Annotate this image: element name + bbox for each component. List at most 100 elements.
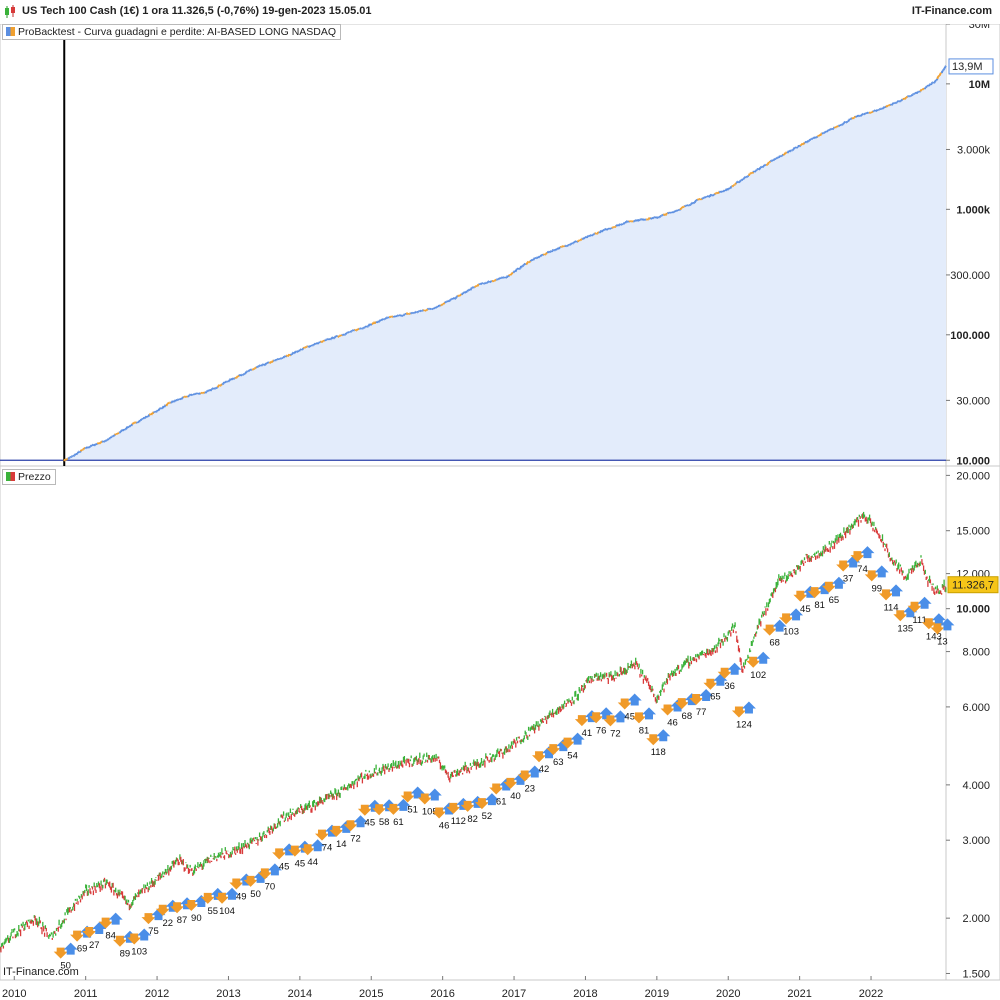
equity-line-segment bbox=[858, 114, 861, 117]
equity-line-segment bbox=[94, 443, 97, 446]
equity-line-segment bbox=[521, 264, 525, 267]
equity-line-segment bbox=[209, 388, 213, 392]
equity-line-segment bbox=[482, 282, 485, 285]
equity-line-segment bbox=[708, 194, 712, 198]
equity-ytick-label: 30M bbox=[969, 24, 990, 31]
equity-line-segment bbox=[341, 333, 344, 336]
equity-line-segment bbox=[160, 407, 163, 410]
price-legend[interactable]: Prezzo bbox=[2, 469, 56, 485]
equity-line-segment bbox=[633, 219, 637, 222]
buy-arrow-icon bbox=[874, 565, 889, 578]
trade-marker: 72 bbox=[603, 710, 628, 739]
equity-line-segment bbox=[410, 311, 413, 315]
trade-label: 54 bbox=[567, 751, 578, 762]
equity-line-segment bbox=[882, 106, 885, 109]
chart-canvas[interactable]: 10.000 30.000 100.000 300.000 1.000k 3.000k 10… bbox=[0, 24, 1000, 1000]
trade-label: 68 bbox=[682, 711, 693, 722]
equity-line-segment bbox=[176, 398, 179, 402]
equity-line-segment bbox=[829, 128, 831, 131]
equity-line-segment bbox=[742, 177, 745, 180]
equity-line-segment bbox=[231, 377, 234, 380]
equity-line-segment bbox=[84, 446, 87, 450]
equity-line-segment bbox=[236, 375, 239, 378]
equity-line-segment bbox=[454, 297, 457, 300]
equity-line-segment bbox=[608, 227, 612, 230]
trade-label: 50 bbox=[250, 889, 261, 900]
equity-line-segment bbox=[289, 353, 293, 356]
price-ytick-label: 8.000 bbox=[962, 647, 990, 659]
equity-line-segment bbox=[686, 204, 689, 207]
equity-ytick-label: 10M bbox=[969, 79, 990, 91]
equity-line-segment bbox=[512, 271, 515, 274]
sell-arrow-icon bbox=[170, 902, 185, 914]
equity-line-segment bbox=[507, 275, 510, 278]
equity-line-segment bbox=[547, 250, 550, 253]
chart-header: US Tech 100 Cash (1€) 1 ora 11.326,5 (-0… bbox=[0, 0, 1000, 25]
sell-arrow-icon bbox=[460, 800, 475, 812]
equity-line-segment bbox=[295, 350, 298, 353]
equity-line-segment bbox=[568, 243, 571, 246]
equity-line-segment bbox=[323, 339, 326, 342]
equity-line-segment bbox=[772, 159, 775, 162]
equity-line-segment bbox=[717, 191, 720, 195]
equity-line-segment bbox=[767, 161, 770, 164]
sell-arrow-icon bbox=[329, 825, 344, 837]
equity-line-segment bbox=[75, 452, 79, 456]
trade-label: 103 bbox=[783, 626, 799, 637]
equity-line-segment bbox=[501, 276, 504, 279]
equity-line-segment bbox=[915, 91, 919, 95]
equity-line-segment bbox=[913, 92, 916, 95]
sell-arrow-icon bbox=[357, 804, 372, 816]
equity-line-segment bbox=[865, 111, 868, 115]
equity-line-segment bbox=[310, 344, 313, 347]
trade-label: 27 bbox=[89, 940, 100, 951]
equity-line-segment bbox=[788, 149, 792, 153]
equity-line-segment bbox=[99, 441, 103, 444]
equity-line-segment bbox=[751, 171, 755, 174]
equity-line-segment bbox=[161, 407, 164, 410]
equity-line-segment bbox=[322, 339, 325, 342]
equity-line-segment bbox=[213, 387, 216, 390]
instrument-title: US Tech 100 Cash (1€) 1 ora 11.326,5 (-0… bbox=[22, 5, 372, 17]
equity-line-segment bbox=[798, 144, 802, 148]
equity-legend[interactable]: ProBacktest - Curva guadagni e perdite: … bbox=[2, 24, 342, 40]
trade-label: 111 bbox=[912, 615, 926, 626]
equity-line-segment bbox=[88, 445, 91, 448]
equity-line-segment bbox=[561, 245, 564, 248]
equity-line-segment bbox=[444, 301, 447, 304]
x-tick-label: 2021 bbox=[787, 988, 811, 1000]
trade-label: 102 bbox=[750, 670, 766, 681]
equity-line-segment bbox=[525, 261, 529, 265]
buy-arrow-icon bbox=[513, 772, 528, 785]
buy-arrow-icon bbox=[267, 863, 282, 876]
equity-line-segment bbox=[908, 95, 911, 98]
trade-label: 99 bbox=[871, 583, 882, 594]
equity-line-segment bbox=[925, 85, 928, 89]
sell-arrow-icon bbox=[200, 892, 215, 904]
trade-label: 75 bbox=[148, 926, 159, 937]
buy-arrow-icon bbox=[889, 584, 904, 597]
equity-line-segment bbox=[673, 210, 676, 213]
price-ytick-label: 6.000 bbox=[962, 702, 990, 714]
equity-line-segment bbox=[852, 116, 855, 120]
trade-label: 46 bbox=[439, 820, 450, 831]
trade-label: 63 bbox=[553, 757, 564, 768]
trade-marker: 46 bbox=[660, 699, 685, 728]
equity-line-segment bbox=[326, 338, 329, 341]
trade-label: 61 bbox=[393, 817, 404, 828]
trade-label: 105 bbox=[422, 807, 438, 818]
equity-line-segment bbox=[189, 393, 192, 396]
equity-line-segment bbox=[114, 433, 117, 436]
equity-line-segment bbox=[367, 324, 371, 327]
equity-line-segment bbox=[266, 361, 270, 364]
equity-line-segment bbox=[153, 410, 156, 413]
equity-line-segment bbox=[484, 282, 487, 285]
equity-line-segment bbox=[743, 176, 747, 179]
equity-line-segment bbox=[529, 259, 533, 262]
equity-line-segment bbox=[340, 334, 342, 337]
equity-line-segment bbox=[418, 309, 421, 313]
equity-last-value-badge bbox=[948, 58, 994, 75]
equity-line-segment bbox=[669, 211, 672, 214]
equity-line-segment bbox=[710, 193, 713, 197]
equity-line-segment bbox=[670, 211, 673, 214]
